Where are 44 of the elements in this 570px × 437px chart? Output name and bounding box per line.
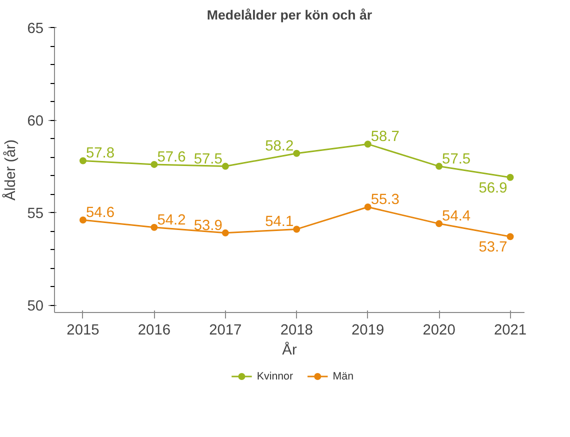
y-tick-label: 65 [27, 21, 44, 37]
data-label: 53.7 [478, 240, 508, 256]
data-label: 57.5 [442, 151, 471, 168]
point [293, 150, 300, 157]
data-label: 53.9 [194, 218, 222, 234]
x-tick-label: 2016 [138, 322, 171, 338]
x-tick-label: 2020 [422, 322, 456, 338]
data-label: 55.3 [370, 192, 400, 208]
point [436, 162, 443, 170]
point [150, 160, 158, 168]
legend-label: Kvinnor [256, 370, 294, 382]
x-tick-label: 2015 [66, 322, 100, 338]
point [150, 224, 158, 231]
x-axis-title: År [282, 342, 297, 358]
x-tick-label: 2018 [280, 322, 313, 338]
point [79, 216, 86, 224]
y-tick-label: 55 [27, 206, 44, 222]
data-label: 56.9 [478, 180, 508, 196]
point [506, 174, 514, 181]
data-label: 58.7 [370, 129, 400, 146]
data-label: 54.6 [86, 204, 115, 221]
x-tick-label: 2017 [209, 322, 242, 338]
x-tick-label: 2021 [494, 322, 527, 338]
data-label: 54.1 [265, 214, 294, 230]
data-label: 54.4 [442, 208, 471, 225]
point [364, 204, 372, 211]
data-label: 57.6 [157, 149, 186, 166]
x-tick-label: 2019 [352, 322, 384, 338]
data-label: 57.8 [86, 146, 115, 162]
data-label: 58.2 [265, 138, 294, 154]
chart-title: Medelålder per kön och år [206, 8, 372, 22]
legend-label: Män [332, 370, 354, 382]
y-axis-title: Ålder (år) [2, 139, 20, 201]
y-tick-label: 50 [27, 298, 44, 315]
point [364, 140, 372, 148]
point [79, 157, 86, 164]
point [222, 229, 229, 236]
point [222, 162, 229, 170]
y-tick-label: 60 [27, 114, 44, 130]
point [506, 233, 514, 240]
point [293, 226, 300, 233]
data-label: 57.5 [194, 151, 222, 168]
data-label: 54.2 [157, 212, 186, 228]
point [436, 220, 443, 228]
